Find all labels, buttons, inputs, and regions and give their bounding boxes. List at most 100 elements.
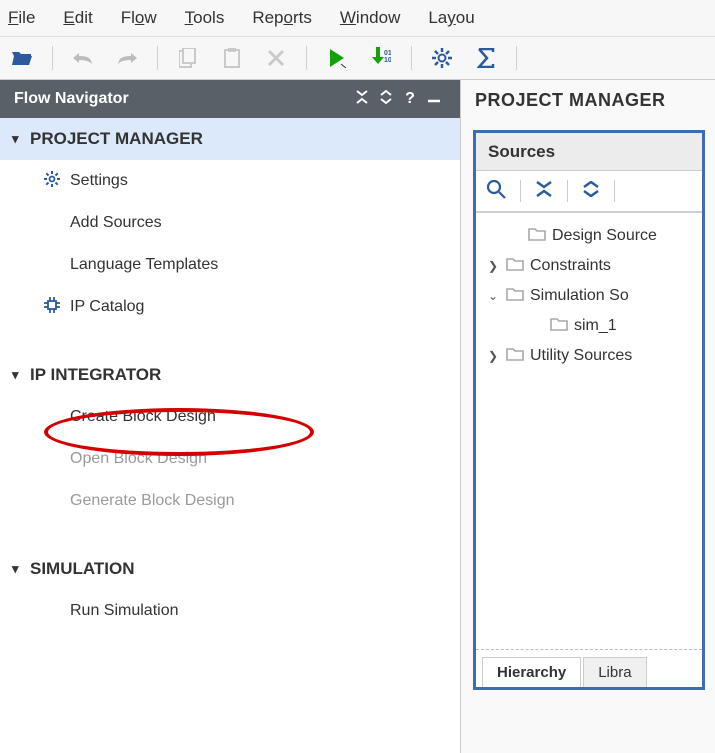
tab-label: Hierarchy xyxy=(497,664,566,681)
run-icon[interactable] xyxy=(323,44,351,72)
nav-item-label: Add Sources xyxy=(70,214,162,232)
tree-label: sim_1 xyxy=(574,317,617,335)
nav-item-label: Settings xyxy=(70,172,128,190)
nav-language-templates[interactable]: Language Templates xyxy=(42,244,460,286)
tree-label: Utility Sources xyxy=(530,347,632,365)
menu-flow[interactable]: Flow xyxy=(121,8,157,28)
flow-navigator-panel: Flow Navigator ? ▾ PROJECT MANAGER xyxy=(0,80,460,753)
expand-all-icon[interactable] xyxy=(374,90,398,109)
section-header-ip-integrator[interactable]: ▾ IP INTEGRATOR xyxy=(0,354,460,396)
menu-bar: File Edit Flow Tools Reports Window Layo… xyxy=(0,0,715,36)
sources-title: Sources xyxy=(476,133,702,171)
menu-reports[interactable]: Reports xyxy=(252,8,312,28)
tab-label: Libra xyxy=(598,664,631,681)
tab-hierarchy[interactable]: Hierarchy xyxy=(482,657,581,687)
chevron-down-icon: ▾ xyxy=(12,367,30,383)
nav-generate-block-design: Generate Block Design xyxy=(42,480,460,522)
tree-constraints[interactable]: ❯ Constraints xyxy=(486,251,702,281)
menu-window[interactable]: Window xyxy=(340,8,400,28)
tab-libraries[interactable]: Libra xyxy=(583,657,646,687)
flow-navigator-tree: ▾ PROJECT MANAGER Settings Add Sources xyxy=(0,118,460,753)
toolbar: 0110 xyxy=(0,36,715,80)
section-project-manager: ▾ PROJECT MANAGER Settings Add Sources xyxy=(0,118,460,328)
menu-tools[interactable]: Tools xyxy=(185,8,225,28)
delete-icon[interactable] xyxy=(262,44,290,72)
section-label: PROJECT MANAGER xyxy=(30,129,203,149)
tree-design-sources[interactable]: Design Source xyxy=(486,221,702,251)
section-label: IP INTEGRATOR xyxy=(30,365,161,385)
toolbar-separator xyxy=(52,46,53,70)
tree-utility-sources[interactable]: ❯ Utility Sources xyxy=(486,341,702,371)
nav-item-label: Open Block Design xyxy=(70,450,207,468)
open-folder-icon[interactable] xyxy=(8,44,36,72)
section-header-simulation[interactable]: ▾ SIMULATION xyxy=(0,548,460,590)
chevron-right-icon: ❯ xyxy=(486,259,500,273)
nav-item-label: IP Catalog xyxy=(70,298,144,316)
project-manager-title: PROJECT MANAGER xyxy=(461,80,715,120)
toolbar-separator xyxy=(567,180,568,202)
folder-icon xyxy=(528,227,546,246)
main-area: Flow Navigator ? ▾ PROJECT MANAGER xyxy=(0,80,715,753)
toolbar-separator xyxy=(157,46,158,70)
collapse-icon[interactable] xyxy=(535,181,553,201)
settings-gear-icon[interactable] xyxy=(428,44,456,72)
tree-label: Design Source xyxy=(552,227,657,245)
folder-icon xyxy=(506,347,524,366)
tree-sim-1[interactable]: sim_1 xyxy=(486,311,702,341)
gear-icon xyxy=(42,171,62,192)
nav-ip-catalog[interactable]: IP Catalog xyxy=(42,286,460,328)
nav-open-block-design: Open Block Design xyxy=(42,438,460,480)
flow-navigator-title: Flow Navigator xyxy=(14,90,350,108)
expand-icon[interactable] xyxy=(582,181,600,201)
menu-edit[interactable]: Edit xyxy=(63,8,92,28)
section-label: SIMULATION xyxy=(30,559,135,579)
section-simulation: ▾ SIMULATION Run Simulation xyxy=(0,548,460,632)
redo-icon[interactable] xyxy=(113,44,141,72)
paste-icon[interactable] xyxy=(218,44,246,72)
nav-item-label: Language Templates xyxy=(70,256,218,274)
project-manager-panel: PROJECT MANAGER Sources xyxy=(460,80,715,753)
sources-tabs: Hierarchy Libra xyxy=(476,649,702,687)
svg-text:01: 01 xyxy=(384,50,391,57)
ip-icon xyxy=(42,297,62,318)
menu-layout[interactable]: Layou xyxy=(428,8,474,28)
nav-run-simulation[interactable]: Run Simulation xyxy=(42,590,460,632)
tree-simulation-sources[interactable]: ⌄ Simulation So xyxy=(486,281,702,311)
search-icon[interactable] xyxy=(486,179,506,203)
sources-toolbar xyxy=(476,171,702,213)
nav-create-block-design[interactable]: Create Block Design xyxy=(42,396,460,438)
minimize-icon[interactable] xyxy=(422,90,446,109)
nav-item-label: Generate Block Design xyxy=(70,492,235,510)
nav-settings[interactable]: Settings xyxy=(42,160,460,202)
toolbar-separator xyxy=(516,46,517,70)
toolbar-separator xyxy=(520,180,521,202)
toolbar-separator xyxy=(306,46,307,70)
chevron-right-icon: ❯ xyxy=(486,349,500,363)
chevron-down-icon: ▾ xyxy=(12,561,30,577)
section-header-project-manager[interactable]: ▾ PROJECT MANAGER xyxy=(0,118,460,160)
toolbar-separator xyxy=(411,46,412,70)
copy-icon[interactable] xyxy=(174,44,202,72)
tree-label: Simulation So xyxy=(530,287,629,305)
menu-file[interactable]: File xyxy=(8,8,35,28)
flow-navigator-header: Flow Navigator ? xyxy=(0,80,460,118)
collapse-all-icon[interactable] xyxy=(350,90,374,109)
chevron-down-icon: ⌄ xyxy=(486,289,500,303)
nav-item-label: Create Block Design xyxy=(70,408,216,426)
folder-icon xyxy=(506,257,524,276)
toolbar-separator xyxy=(614,180,615,202)
help-icon[interactable]: ? xyxy=(398,90,422,108)
undo-icon[interactable] xyxy=(69,44,97,72)
svg-text:10: 10 xyxy=(384,57,391,64)
chevron-down-icon: ▾ xyxy=(12,131,30,147)
sources-tree: Design Source ❯ Constraints ⌄ Simulation… xyxy=(476,213,702,649)
download-icon[interactable]: 0110 xyxy=(367,44,395,72)
folder-icon xyxy=(506,287,524,306)
nav-item-label: Run Simulation xyxy=(70,602,179,620)
sigma-icon[interactable] xyxy=(472,44,500,72)
section-ip-integrator: ▾ IP INTEGRATOR Create Block Design Open… xyxy=(0,354,460,522)
nav-add-sources[interactable]: Add Sources xyxy=(42,202,460,244)
folder-icon xyxy=(550,317,568,336)
sources-panel: Sources xyxy=(473,130,705,690)
tree-label: Constraints xyxy=(530,257,611,275)
